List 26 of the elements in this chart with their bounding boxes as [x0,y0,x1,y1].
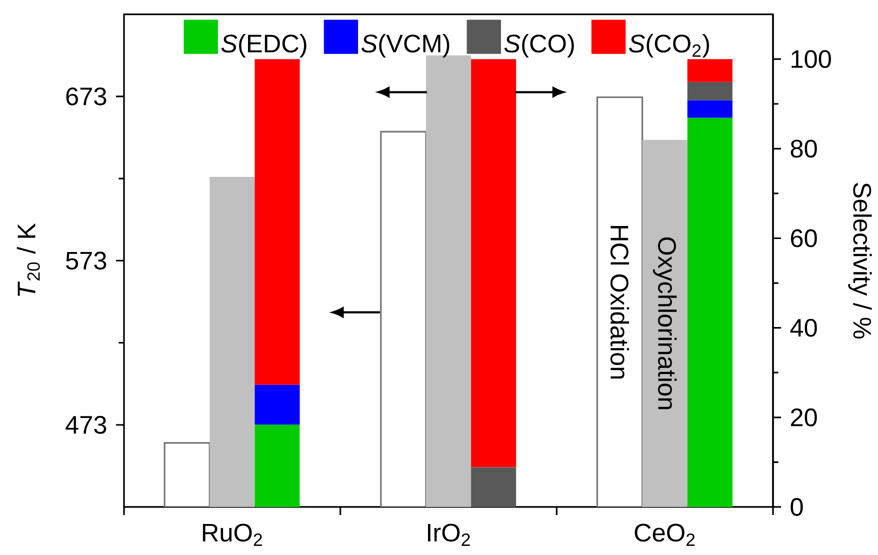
series-label: HCl Oxidation [610,226,630,379]
x-tick-label: IrO$_{2}$ [428,524,470,546]
y-tick-label: 673 [66,87,106,106]
y2-tick-label: 20 [790,408,817,426]
y-axis-title: T$_{20}$ / K [16,223,40,296]
y2-tick-label: 80 [790,140,817,158]
y2-tick-label: 100 [792,50,831,68]
x-tick-label: CeO$_{2}$ [634,524,695,546]
y2-tick-label: 60 [790,229,817,248]
bar [254,384,300,425]
y-tick-label: 473 [66,416,106,434]
legend-label: S(EDC) [221,34,306,58]
legend-label: S(VCM) [361,34,450,58]
y-tick-label: 573 [66,252,106,270]
legend-label: S(CO$_{2}$) [629,34,710,58]
bar [687,59,732,82]
bar [471,467,516,507]
bar [687,82,732,100]
bar [687,100,732,118]
y2-tick-label: 0 [790,498,803,516]
x-tick-label: RuO$_{2}$ [202,524,262,546]
legend-label: S(CO) [504,34,574,58]
series-label: Oxychlorination [653,237,677,410]
y2-axis-title: Selectivity / % [848,182,872,339]
bar [254,424,300,507]
y2-tick-label: 40 [790,318,817,337]
